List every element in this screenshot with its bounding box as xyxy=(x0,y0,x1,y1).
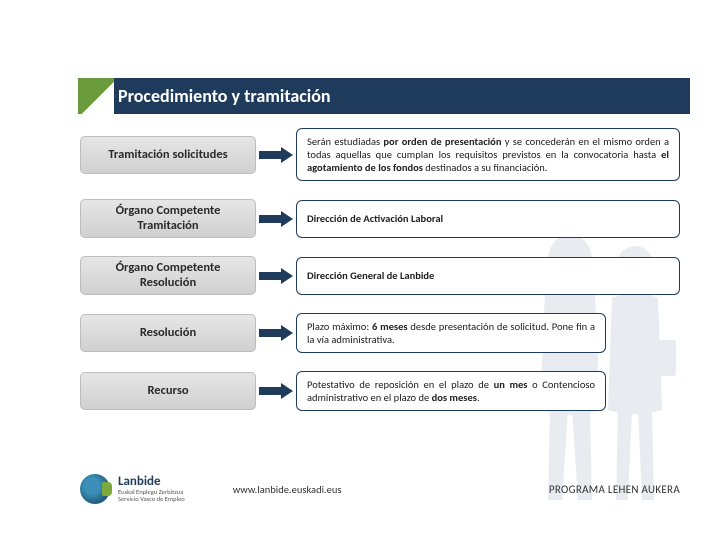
row-description: Plazo máximo: 6 meses desde presentación… xyxy=(296,313,606,353)
process-row: Recurso Potestativo de reposición en el p… xyxy=(80,371,680,411)
logo-text: Lanbide Euskal Enplegu Zerbitzua Servici… xyxy=(118,475,185,502)
process-row: Tramitación solicitudes Serán estudiadas … xyxy=(80,128,680,181)
arrow-right-icon xyxy=(256,383,296,399)
arrow-right-icon xyxy=(256,268,296,284)
footer-left: Lanbide Euskal Enplegu Zerbitzua Servici… xyxy=(80,474,342,504)
page-title: Procedimiento y tramitación xyxy=(118,85,331,107)
row-label: Resolución xyxy=(80,314,256,352)
lanbide-logo-icon xyxy=(80,474,110,504)
brand-sub2: Servicio Vasco de Empleo xyxy=(118,496,185,503)
header-icon xyxy=(78,78,114,114)
process-row: Órgano Competente Tramitación Dirección d… xyxy=(80,199,680,238)
row-label: Recurso xyxy=(80,372,256,410)
arrow-right-icon xyxy=(256,325,296,341)
row-label: Órgano Competente Tramitación xyxy=(80,199,256,238)
footer-url: www.lanbide.euskadi.eus xyxy=(233,483,342,496)
row-description: Dirección General de Lanbide xyxy=(296,257,680,295)
arrow-right-icon xyxy=(256,211,296,227)
row-description: Dirección de Activación Laboral xyxy=(296,200,680,238)
arrow-right-icon xyxy=(256,147,296,163)
footer: Lanbide Euskal Enplegu Zerbitzua Servici… xyxy=(80,474,680,504)
header-bar: Procedimiento y tramitación xyxy=(78,78,690,114)
brand-name: Lanbide xyxy=(118,475,185,489)
footer-program: PROGRAMA LEHEN AUKERA xyxy=(549,483,680,496)
row-description: Potestativo de reposición en el plazo de… xyxy=(296,371,606,411)
rows-container: Tramitación solicitudes Serán estudiadas … xyxy=(80,128,680,429)
process-row: Órgano Competente Resolución Dirección Ge… xyxy=(80,256,680,295)
row-label: Órgano Competente Resolución xyxy=(80,256,256,295)
row-label: Tramitación solicitudes xyxy=(80,136,256,174)
row-description: Serán estudiadas por orden de presentaci… xyxy=(296,128,680,181)
process-row: Resolución Plazo máximo: 6 meses desde pr… xyxy=(80,313,680,353)
